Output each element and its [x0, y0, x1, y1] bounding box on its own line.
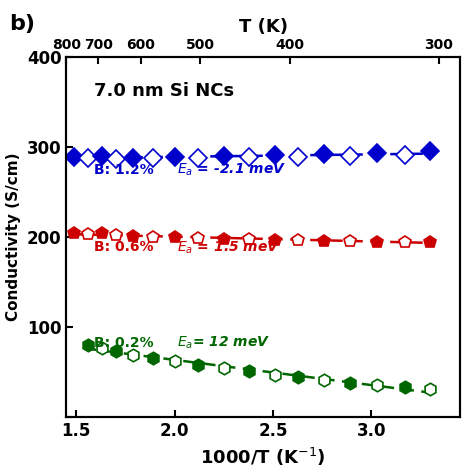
Text: 7.0 nm Si NCs: 7.0 nm Si NCs [94, 82, 234, 100]
Y-axis label: Conductivity (S/cm): Conductivity (S/cm) [6, 153, 21, 321]
Text: $E_{a}$ = 1.5 meV: $E_{a}$ = 1.5 meV [176, 239, 280, 256]
Text: $E_{a}$ = -2.1 meV: $E_{a}$ = -2.1 meV [176, 162, 286, 178]
Text: b): b) [9, 14, 36, 34]
Text: $E_{a}$= 12 meV: $E_{a}$= 12 meV [176, 335, 270, 351]
Text: B: 1.2%: B: 1.2% [94, 163, 154, 177]
X-axis label: T (K): T (K) [238, 18, 288, 36]
X-axis label: 1000/T (K$^{-1}$): 1000/T (K$^{-1}$) [201, 446, 326, 468]
Text: B: 0.2%: B: 0.2% [94, 336, 154, 350]
Text: B: 0.6%: B: 0.6% [94, 240, 154, 255]
